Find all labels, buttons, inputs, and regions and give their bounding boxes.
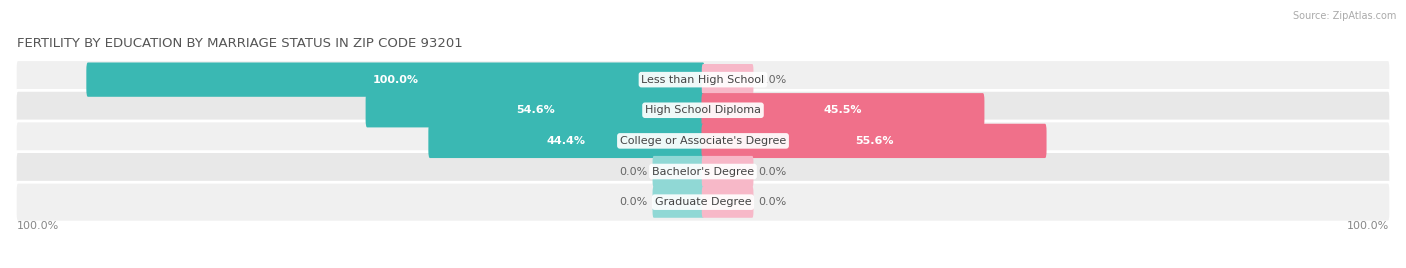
Text: Less than High School: Less than High School — [641, 75, 765, 85]
FancyBboxPatch shape — [429, 124, 704, 158]
FancyBboxPatch shape — [15, 121, 1391, 161]
Text: 55.6%: 55.6% — [855, 136, 893, 146]
FancyBboxPatch shape — [702, 64, 754, 95]
FancyBboxPatch shape — [702, 156, 754, 187]
Text: High School Diploma: High School Diploma — [645, 105, 761, 115]
Text: 0.0%: 0.0% — [758, 197, 786, 207]
Text: Graduate Degree: Graduate Degree — [655, 197, 751, 207]
Text: 44.4%: 44.4% — [547, 136, 586, 146]
FancyBboxPatch shape — [702, 187, 754, 218]
FancyBboxPatch shape — [652, 156, 704, 187]
Text: 100.0%: 100.0% — [1347, 221, 1389, 231]
Text: 0.0%: 0.0% — [758, 75, 786, 85]
FancyBboxPatch shape — [652, 187, 704, 218]
FancyBboxPatch shape — [15, 60, 1391, 99]
Text: 45.5%: 45.5% — [824, 105, 862, 115]
Text: 0.0%: 0.0% — [758, 166, 786, 177]
FancyBboxPatch shape — [15, 182, 1391, 222]
FancyBboxPatch shape — [86, 62, 704, 97]
Text: 0.0%: 0.0% — [620, 166, 648, 177]
FancyBboxPatch shape — [15, 90, 1391, 130]
Text: 54.6%: 54.6% — [516, 105, 554, 115]
Text: Bachelor's Degree: Bachelor's Degree — [652, 166, 754, 177]
Text: FERTILITY BY EDUCATION BY MARRIAGE STATUS IN ZIP CODE 93201: FERTILITY BY EDUCATION BY MARRIAGE STATU… — [17, 37, 463, 50]
Text: 100.0%: 100.0% — [17, 221, 59, 231]
Text: 100.0%: 100.0% — [373, 75, 419, 85]
FancyBboxPatch shape — [15, 152, 1391, 191]
Text: 0.0%: 0.0% — [620, 197, 648, 207]
FancyBboxPatch shape — [702, 124, 1046, 158]
FancyBboxPatch shape — [702, 93, 984, 127]
FancyBboxPatch shape — [366, 93, 704, 127]
Text: College or Associate's Degree: College or Associate's Degree — [620, 136, 786, 146]
Text: Source: ZipAtlas.com: Source: ZipAtlas.com — [1292, 11, 1396, 21]
